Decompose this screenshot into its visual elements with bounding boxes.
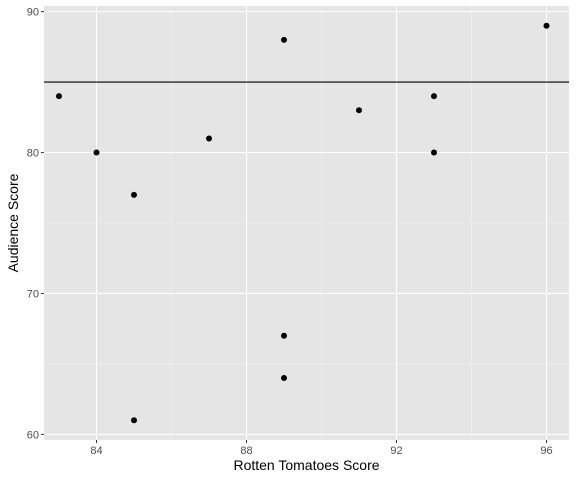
x-tick-label: 96: [540, 445, 552, 457]
data-point: [431, 149, 437, 156]
y-tick-label: 90: [27, 7, 39, 19]
data-point: [281, 375, 287, 381]
y-tick-label: 60: [27, 429, 39, 441]
x-axis-ticks: 84 88 92 96: [90, 440, 553, 457]
data-point: [206, 135, 212, 142]
data-points: [56, 22, 550, 424]
data-point: [543, 22, 550, 29]
y-tick-label: 70: [27, 288, 39, 300]
x-tick-label: 84: [90, 445, 102, 457]
y-axis-ticks: 60 70 80 90: [27, 7, 44, 441]
y-tick-label: 80: [27, 148, 39, 160]
x-tick-label: 92: [390, 445, 402, 457]
data-point: [131, 417, 137, 424]
data-point: [356, 107, 362, 114]
y-axis-title: Audience Score: [5, 173, 21, 272]
data-point: [93, 149, 100, 156]
data-point: [281, 36, 287, 43]
data-point: [131, 191, 137, 198]
data-point: [431, 93, 437, 100]
data-point: [281, 332, 287, 339]
x-tick-label: 88: [240, 445, 252, 457]
x-axis-title: Rotten Tomatoes Score: [233, 457, 379, 473]
major-gridlines: [44, 6, 569, 440]
data-point: [56, 93, 62, 100]
